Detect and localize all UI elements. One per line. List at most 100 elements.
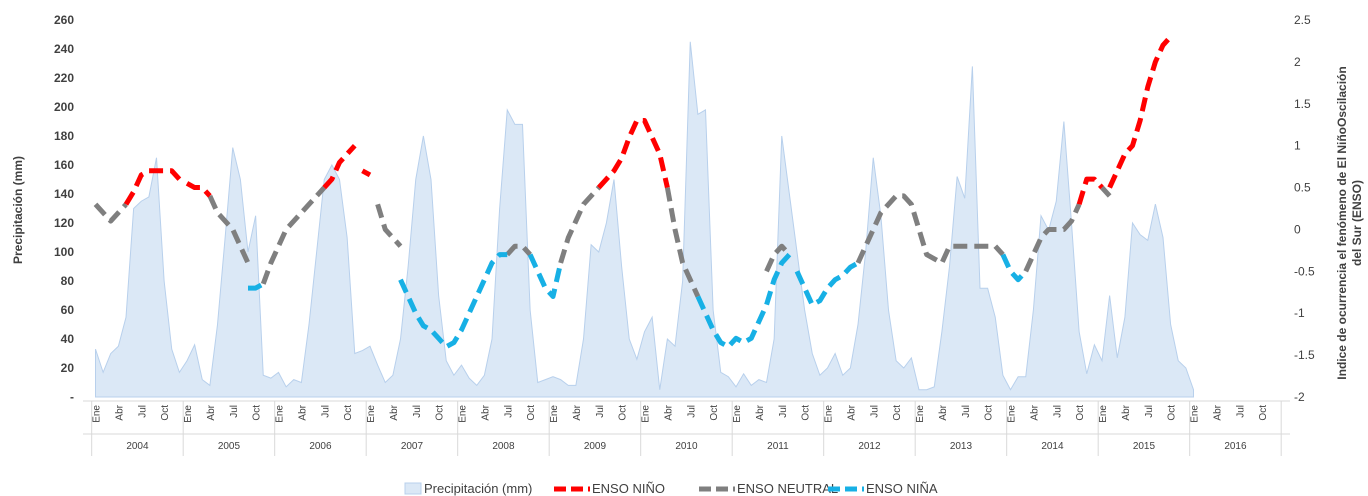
left-tick-label: -	[70, 390, 74, 404]
month-tick-label: Oct	[252, 405, 263, 421]
month-tick-label: Ene	[92, 405, 103, 423]
month-tick-label: Jul	[503, 405, 514, 418]
month-tick-label: Jul	[778, 405, 789, 418]
year-tick-label: 2007	[401, 441, 424, 452]
month-tick-label: Abr	[755, 404, 766, 420]
year-tick-label: 2011	[767, 441, 789, 452]
month-tick-label: Ene	[915, 405, 926, 423]
month-tick-label: Oct	[435, 405, 446, 421]
enso-nino-line	[1107, 35, 1173, 189]
month-tick-label: Abr	[206, 404, 217, 420]
enso-nino-line	[1076, 176, 1104, 206]
year-tick-label: 2009	[584, 441, 607, 452]
left-tick-label: 260	[54, 13, 74, 27]
month-tick-label: Oct	[801, 405, 812, 421]
right-tick-label: -1	[1294, 306, 1305, 320]
month-tick-label: Jul	[961, 405, 972, 418]
year-tick-label: 2015	[1133, 441, 1156, 452]
enso-nino-line	[123, 168, 182, 206]
month-tick-label: Jul	[1144, 405, 1155, 418]
left-tick-label: 160	[54, 158, 74, 172]
month-tick-label: Abr	[480, 404, 491, 420]
legend-precipitation-label: Precipitación (mm)	[424, 481, 532, 496]
month-tick-label: Jul	[137, 405, 148, 418]
month-tick-label: Oct	[618, 405, 629, 421]
month-tick-label: Ene	[458, 405, 469, 423]
chart-legend: Precipitación (mm) ENSO NIÑO ENSO NEUTRA…	[404, 481, 938, 496]
left-tick-label: 100	[54, 245, 74, 259]
enso-nino-line	[361, 168, 372, 178]
precipitation-area	[95, 41, 1194, 398]
left-tick-label: 120	[54, 216, 74, 230]
enso-neutral-line	[260, 185, 327, 285]
month-tick-label: Ene	[366, 405, 377, 423]
right-axis-title-line1: Indice de ocurrencia el fenómeno de El N…	[1335, 66, 1349, 379]
enso-nina-line	[794, 260, 860, 308]
enso-neutral-line	[855, 193, 1005, 266]
month-tick-label: Jul	[1052, 405, 1063, 418]
month-tick-label: Ene	[549, 405, 560, 423]
year-tick-label: 2013	[950, 441, 973, 452]
month-tick-label: Abr	[938, 404, 949, 420]
month-tick-label: Ene	[732, 405, 743, 423]
month-tick-label: Jul	[1235, 405, 1246, 418]
month-tick-label: Abr	[572, 404, 583, 420]
enso-nino-line	[596, 118, 670, 190]
month-tick-label: Oct	[1167, 405, 1178, 421]
month-tick-label: Ene	[1098, 405, 1109, 423]
left-tick-label: 80	[61, 274, 75, 288]
month-tick-label: Jul	[229, 405, 240, 418]
month-tick-label: Abr	[846, 404, 857, 420]
right-tick-label: 0	[1294, 222, 1301, 236]
enso-neutral-line	[558, 185, 601, 264]
left-tick-label: 180	[54, 129, 74, 143]
month-tick-label: Oct	[526, 405, 537, 421]
month-tick-label: Oct	[984, 405, 995, 421]
year-tick-label: 2005	[218, 441, 241, 452]
right-tick-label: 2	[1294, 55, 1301, 69]
right-tick-label: 1	[1294, 139, 1301, 153]
month-tick-label: Abr	[114, 404, 125, 420]
enso-neutral-line	[505, 243, 532, 257]
enso-nino-line	[185, 181, 212, 198]
year-tick-label: 2012	[858, 441, 881, 452]
month-tick-label: Abr	[1029, 404, 1040, 420]
left-tick-label: 40	[61, 332, 75, 346]
enso-nina-line	[695, 252, 792, 350]
left-tick-label: 240	[54, 42, 74, 56]
left-tick-label: 140	[54, 187, 74, 201]
year-tick-label: 2006	[309, 441, 332, 452]
month-tick-label: Jul	[320, 405, 331, 418]
month-tick-label: Ene	[183, 405, 194, 423]
month-tick-label: Ene	[1007, 405, 1018, 423]
month-tick-label: Jul	[595, 405, 606, 418]
month-tick-label: Abr	[663, 404, 674, 420]
enso-lines-layer	[93, 35, 1173, 350]
enso-nino-line	[322, 143, 357, 190]
enso-neutral-line	[664, 187, 701, 298]
right-tick-label: -1.5	[1294, 348, 1315, 362]
left-tick-label: 60	[61, 303, 75, 317]
left-tick-label: 20	[61, 361, 75, 375]
legend-nina-label: ENSO NIÑA	[866, 481, 938, 496]
legend-precipitation-swatch	[404, 482, 422, 495]
enso-nina-line	[527, 253, 564, 299]
month-tick-label: Abr	[1212, 404, 1223, 420]
right-tick-label: -0.5	[1294, 264, 1315, 278]
right-y-axis-ticks: 2.5 2 1.5 1 0.5 0 -0.5 -1 -1.5 -2	[1294, 13, 1315, 404]
left-y-axis-ticks: 260 240 220 200 180 160 140 120 100 80 60 40 20 -	[54, 13, 74, 404]
x-axis-year-ticks: 2004 2005 2006 2007 2008 2009 2010 2011 2012 2013…	[91, 401, 1282, 456]
chart-axes	[83, 400, 1290, 435]
month-tick-label: Oct	[1258, 405, 1269, 421]
enso-neutral-line	[1100, 185, 1112, 198]
month-tick-label: Jul	[412, 405, 423, 418]
enso-neutral-line	[764, 243, 792, 273]
month-tick-label: Oct	[709, 405, 720, 421]
right-tick-label: 0.5	[1294, 181, 1311, 195]
month-tick-label: Ene	[641, 405, 652, 423]
month-tick-label: Ene	[824, 405, 835, 423]
right-tick-label: 2.5	[1294, 13, 1311, 27]
right-tick-label: 1.5	[1294, 97, 1311, 111]
left-axis-title: Precipitación (mm)	[11, 156, 25, 264]
month-tick-label: Abr	[297, 404, 308, 420]
